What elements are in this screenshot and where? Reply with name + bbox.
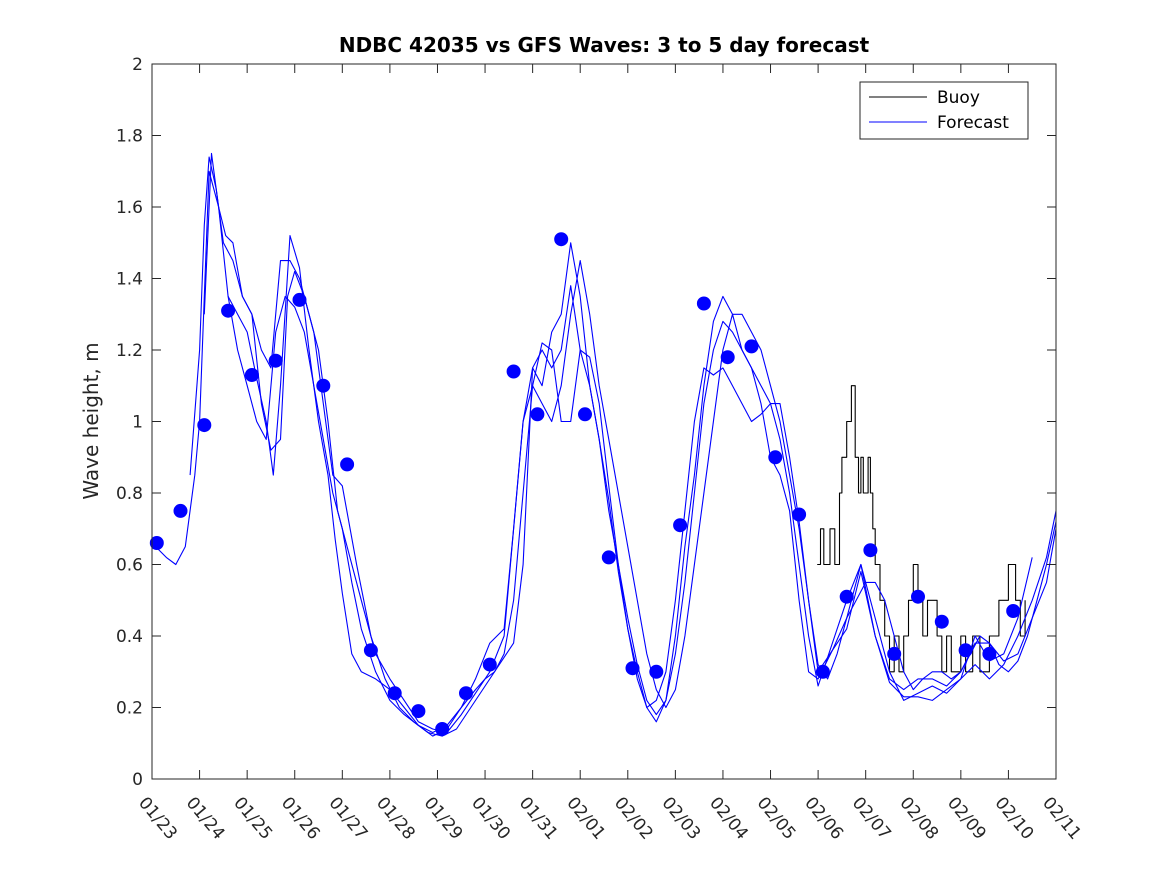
forecast-marker [482,657,497,672]
forecast-marker [649,664,664,679]
forecast-marker [411,704,426,719]
forecast-marker [720,350,735,365]
forecast-marker [934,614,949,629]
chart-title: NDBC 42035 vs GFS Waves: 3 to 5 day fore… [339,33,870,57]
forecast-marker [221,303,236,318]
forecast-marker [363,643,378,658]
forecast-marker [292,292,307,307]
y-tick-label: 1.6 [116,198,143,218]
forecast-marker [268,353,283,368]
forecast-series-line-3 [203,152,1057,737]
forecast-marker [744,339,759,354]
forecast-marker [578,407,592,422]
forecast-marker [815,664,830,679]
forecast-marker [625,661,640,676]
forecast-marker [673,518,688,533]
forecast-marker [839,589,854,604]
forecast-marker [197,418,212,433]
marker-layer [149,232,1021,736]
forecast-marker [459,686,473,701]
forecast-marker [244,368,259,382]
y-tick-label: 1.2 [116,341,143,361]
y-tick-label: 0 [132,770,143,790]
y-axis-label: Wave height, m [79,342,103,499]
forecast-marker [887,646,902,661]
legend-label-buoy: Buoy [937,88,980,108]
forecast-marker [958,643,973,658]
y-tick-label: 2 [132,55,143,75]
y-tick-label: 1.8 [116,127,143,147]
forecast-series-line-1 [151,170,1057,734]
legend: Buoy Forecast [859,81,1029,140]
y-tick-label: 0.4 [116,627,143,647]
forecast-marker [316,378,331,393]
forecast-marker [911,589,925,604]
y-tick-label: 1.4 [116,270,143,290]
legend-label-forecast: Forecast [937,113,1009,133]
forecast-marker [863,543,878,558]
forecast-marker [696,296,711,311]
y-tick-label: 0.6 [116,556,143,576]
forecast-marker [149,536,164,550]
forecast-marker [387,686,402,701]
series-layer [151,152,1057,737]
y-tick-label: 0.2 [116,699,143,719]
forecast-marker [530,407,545,422]
forecast-marker [1006,604,1021,618]
y-tick-label: 0.8 [116,484,143,504]
forecast-marker [340,457,355,472]
legend-box [859,81,1029,140]
forecast-marker [601,550,616,565]
forecast-marker [768,450,783,465]
forecast-marker [554,232,569,247]
forecast-marker [506,364,521,379]
y-tick-label: 1 [132,413,143,433]
forecast-marker [982,646,997,661]
forecast-series-line-4 [227,235,1033,737]
forecast-marker [792,507,807,522]
plot-area [152,64,1056,779]
forecast-marker [435,722,450,736]
forecast-marker [173,503,188,518]
